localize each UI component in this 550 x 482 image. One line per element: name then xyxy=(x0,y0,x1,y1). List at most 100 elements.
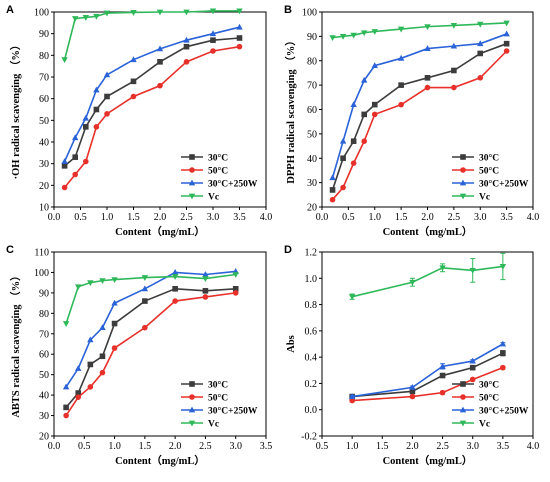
x-tick-label: 1.5 xyxy=(395,212,408,223)
data-point xyxy=(439,265,446,272)
data-point xyxy=(83,158,89,165)
x-tick-label: 4.0 xyxy=(527,212,540,223)
legend-entry: Vc xyxy=(479,193,490,203)
x-tick-label: 1.0 xyxy=(369,212,382,223)
legend-entry: 30°C xyxy=(479,380,499,391)
data-point xyxy=(469,364,476,371)
data-point xyxy=(75,365,82,371)
x-tick-label: 3.5 xyxy=(260,441,273,452)
data-point xyxy=(469,268,476,274)
data-point xyxy=(469,376,476,383)
panel-letter: A xyxy=(6,4,14,16)
y-tick-label: 0.8 xyxy=(305,300,318,311)
data-point xyxy=(210,48,216,54)
data-point xyxy=(409,383,416,390)
data-point xyxy=(409,388,416,395)
data-point xyxy=(183,43,190,50)
legend-marker xyxy=(460,167,466,173)
data-point xyxy=(142,298,148,304)
data-point xyxy=(72,154,78,160)
data-point xyxy=(111,320,118,327)
panel-letter: C xyxy=(6,244,14,256)
data-point xyxy=(130,93,137,100)
series-line xyxy=(63,26,240,162)
x-axis-title: Content（mg/mL） xyxy=(383,225,473,238)
series-line xyxy=(332,22,507,39)
data-point xyxy=(202,294,209,300)
y-tick-label: 50 xyxy=(39,370,49,381)
y-tick-label: 10 xyxy=(39,203,49,214)
data-point xyxy=(236,8,243,15)
data-point xyxy=(361,76,368,83)
data-point xyxy=(503,20,510,27)
legend-entry: 50°C xyxy=(208,166,228,177)
legend-entry: 50°C xyxy=(479,393,499,404)
y-tick-label: 20 xyxy=(307,203,317,214)
series-30-c-250w xyxy=(348,340,507,399)
x-tick-label: 4.0 xyxy=(260,212,273,223)
legend-marker xyxy=(189,394,195,400)
legend-marker xyxy=(188,179,196,186)
data-point xyxy=(439,389,446,396)
data-point xyxy=(157,82,163,89)
data-point xyxy=(350,101,357,108)
x-axis-title: Content（mg/mL） xyxy=(115,454,205,467)
data-point xyxy=(477,50,484,57)
data-point xyxy=(500,364,506,371)
data-point xyxy=(371,111,378,118)
x-tick-label: 0.5 xyxy=(342,212,355,223)
data-point xyxy=(87,280,94,287)
data-point xyxy=(183,36,190,43)
data-point xyxy=(236,23,243,30)
legend: 30°C 50°C 30°C+250W Vc xyxy=(181,380,258,430)
data-point xyxy=(63,404,69,411)
data-point xyxy=(477,40,484,47)
data-point xyxy=(63,412,69,419)
data-point xyxy=(172,286,178,292)
legend-entry: 30°C xyxy=(208,380,228,391)
data-point xyxy=(99,324,106,331)
y-tick-label: 20 xyxy=(39,432,49,443)
data-point xyxy=(93,13,100,20)
data-point xyxy=(469,357,476,364)
plot-frame xyxy=(53,11,267,208)
y-tick-label: 90 xyxy=(39,29,49,40)
series-50-c xyxy=(329,48,510,203)
legend-marker xyxy=(460,381,466,387)
x-tick-label: 0.5 xyxy=(74,212,87,223)
chart-panel-a: A 0.0 0.5 1.0 1.5 2.0 2.5 3.0 3.5 4.0 10 20 30 40 50 60… xyxy=(6,4,272,238)
plot-frame xyxy=(321,11,534,208)
series-30-c xyxy=(61,35,243,169)
series-line xyxy=(64,37,240,167)
data-point xyxy=(183,59,190,65)
data-point xyxy=(450,42,458,49)
x-axis-title: Content（mg/mL） xyxy=(115,225,205,238)
legend-marker xyxy=(459,420,467,427)
series-line xyxy=(331,42,507,191)
data-point xyxy=(130,10,137,16)
data-point xyxy=(361,30,368,37)
y-tick-label: 50 xyxy=(307,129,317,140)
x-tick-label: 2.5 xyxy=(180,212,193,223)
legend-marker xyxy=(459,193,467,200)
data-point xyxy=(439,372,446,379)
data-point xyxy=(72,16,79,22)
series-30-c xyxy=(329,40,510,193)
series-30-c xyxy=(349,350,506,400)
series-vc xyxy=(329,20,510,41)
data-point xyxy=(87,384,94,390)
data-point xyxy=(172,298,178,304)
series-30-c xyxy=(63,286,239,411)
data-point xyxy=(349,397,355,404)
data-point xyxy=(62,321,70,327)
x-tick-label: 0.0 xyxy=(316,212,329,223)
x-tick-label: 1.0 xyxy=(101,212,114,223)
legend-marker xyxy=(459,406,467,413)
x-tick-label: 3.0 xyxy=(466,441,479,452)
data-point xyxy=(409,279,416,286)
data-point xyxy=(424,45,431,51)
chart-panel-b: B 0.0 0.5 1.0 1.5 2.0 2.5 3.0 3.5 4.0 20 30 40 50 60 70… xyxy=(284,4,539,238)
data-point xyxy=(350,32,357,39)
y-axis-title: DPPH radical scavenging （%） xyxy=(284,35,297,183)
